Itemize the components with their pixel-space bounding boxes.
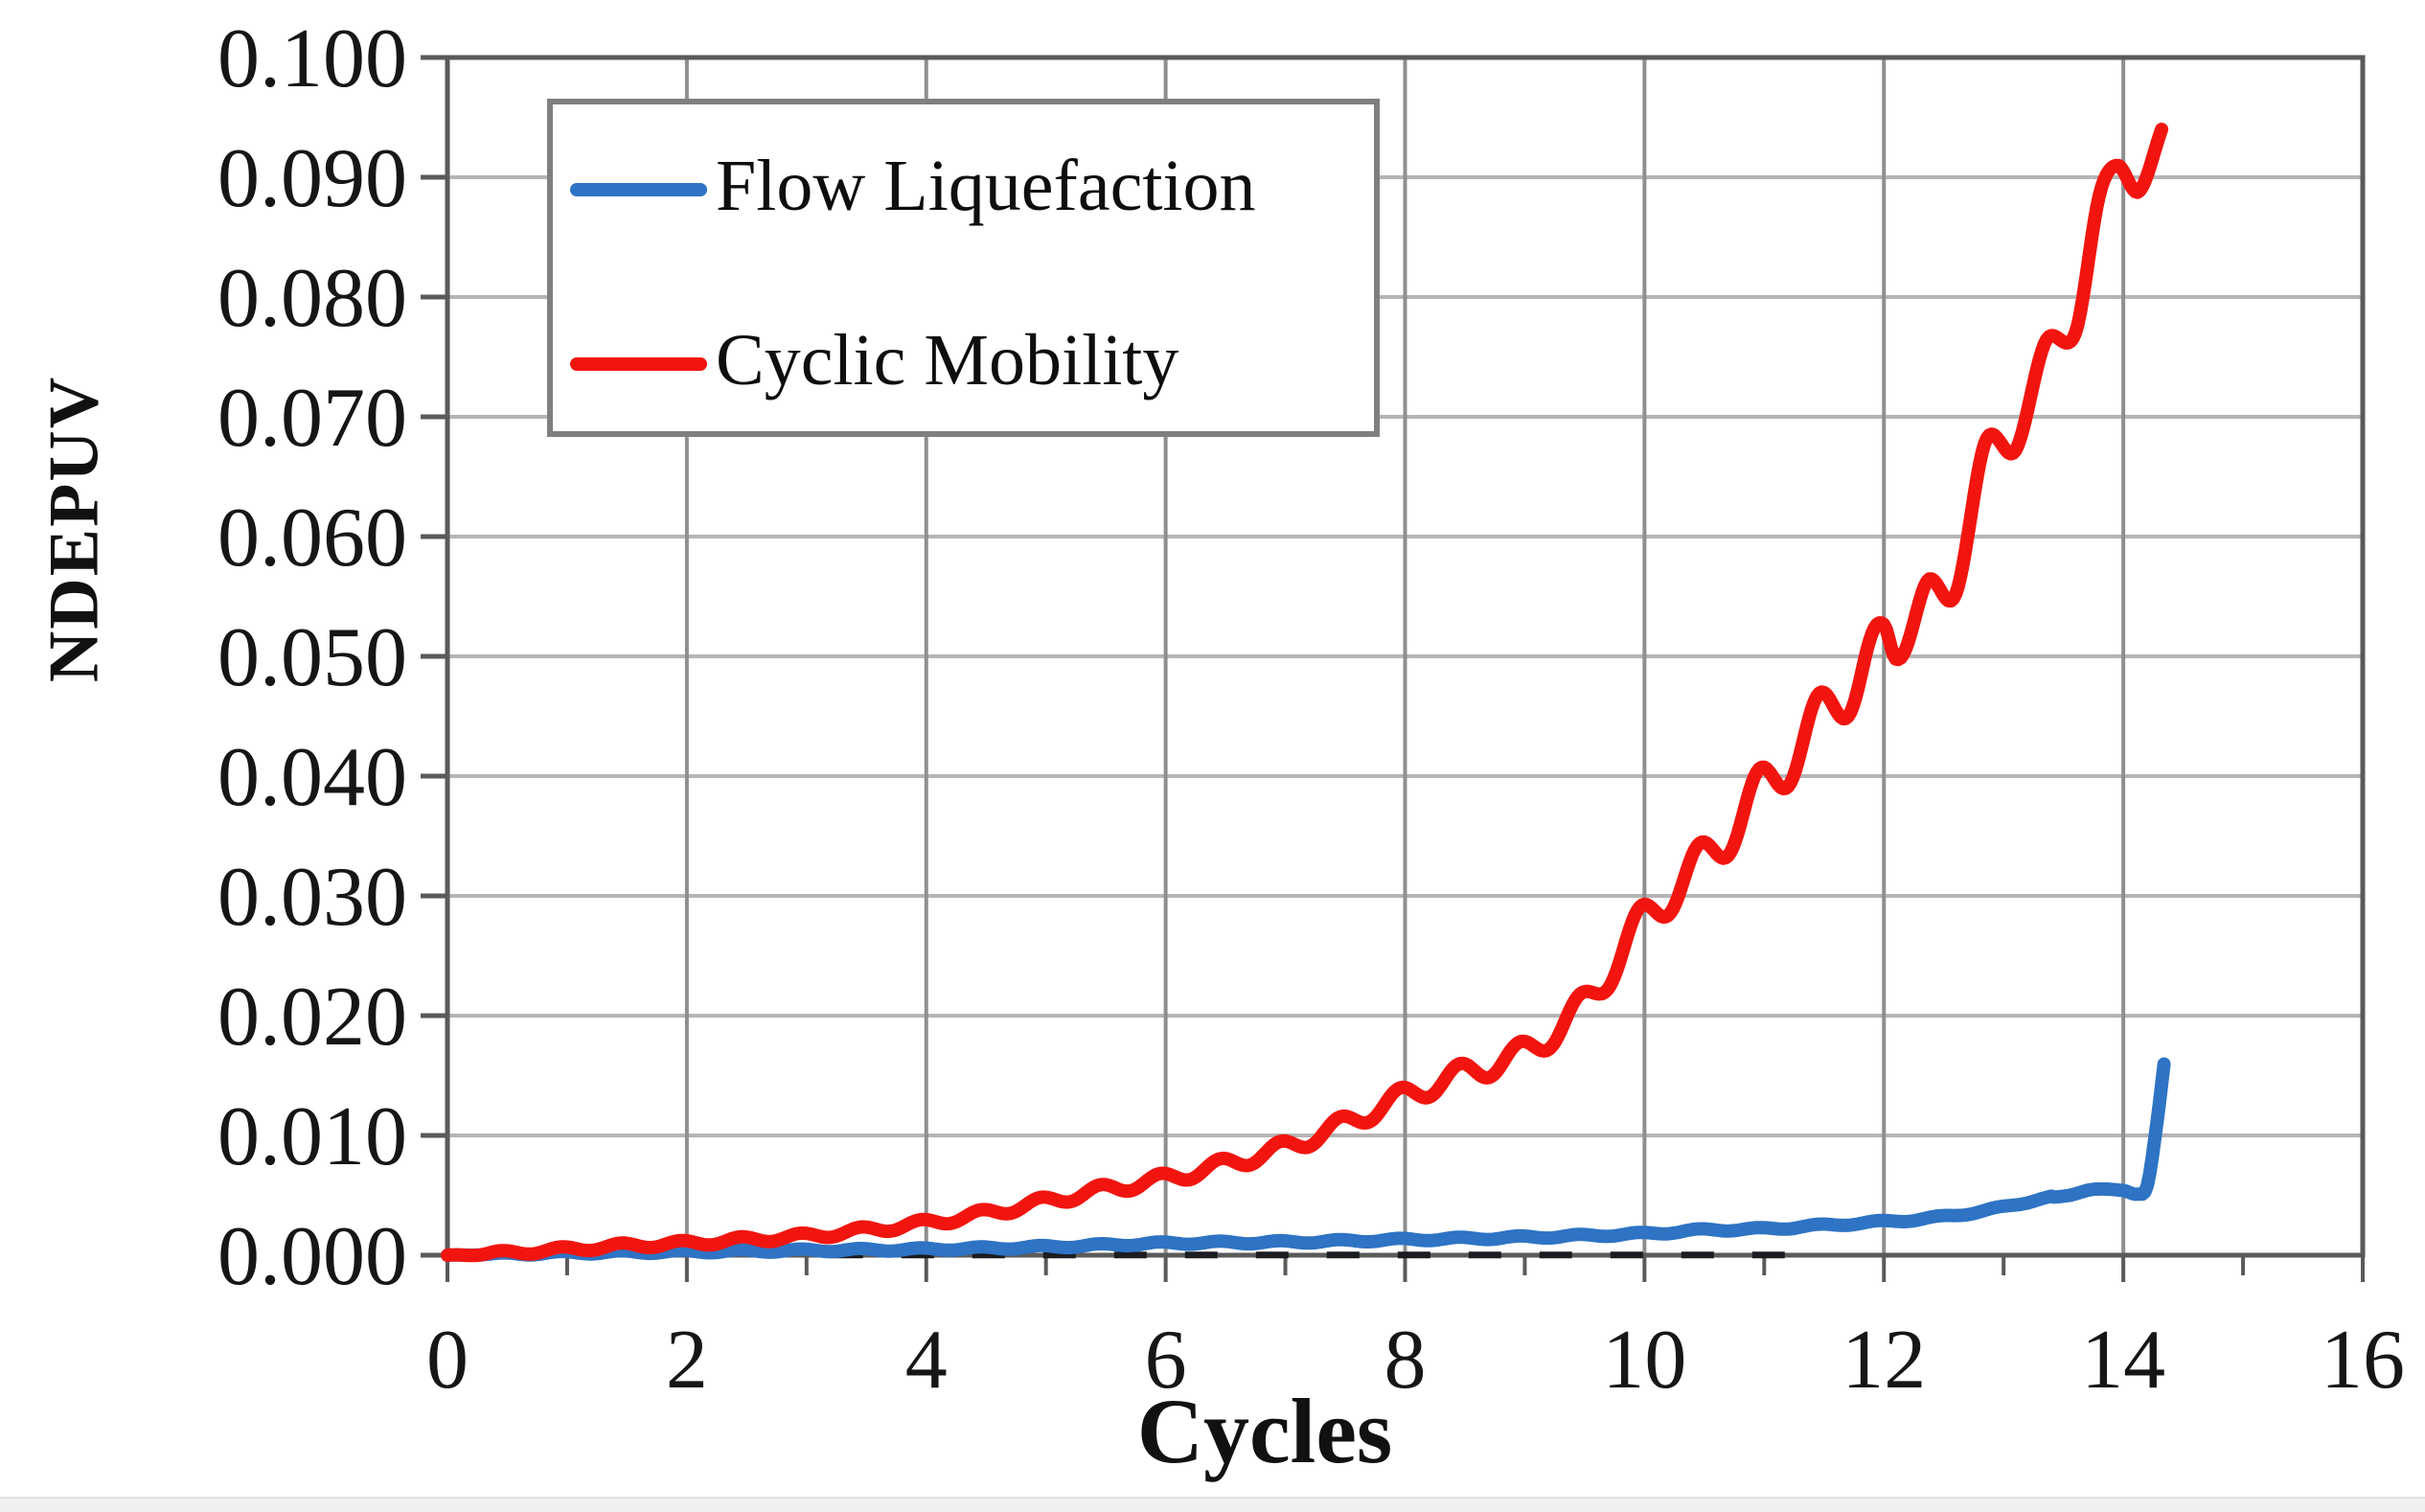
y-tick-label: 0.100 [217, 12, 407, 105]
x-tick-label: 8 [1384, 1314, 1427, 1407]
flow-liquefaction-line [441, 1057, 2171, 1262]
x-tick-label: 12 [1842, 1314, 1926, 1407]
y-tick-label: 0.080 [217, 252, 407, 345]
y-tick-label: 0.070 [217, 372, 407, 465]
y-tick-label: 0.000 [217, 1210, 407, 1303]
x-tick-label: 0 [426, 1314, 469, 1407]
x-tick-label: 4 [905, 1314, 948, 1407]
x-axis-title: Cycles [1136, 1380, 1393, 1482]
x-tick-label: 2 [666, 1314, 708, 1407]
x-tick-label: 14 [2081, 1314, 2165, 1407]
axis-tick-marks [421, 55, 2365, 1282]
y-tick-label: 0.030 [217, 851, 407, 944]
x-tick-label: 6 [1145, 1314, 1187, 1407]
x-tick-labels: 0 2 4 6 8 10 12 14 16 [426, 1314, 2405, 1407]
y-axis-title: NDEPUV [34, 375, 114, 683]
cyclic-mobility-line-swatch [570, 357, 707, 371]
y-tick-label: 0.040 [217, 731, 407, 824]
legend-label: Cyclic Mobility [716, 320, 1179, 401]
y-tick-labels: 0.000 0.010 0.020 0.030 0.040 0.050 0.060 0.070… [217, 12, 407, 1303]
legend-box: Flow Liquefaction Cyclic Mobility [547, 99, 1380, 437]
cyclic-mobility-line [441, 123, 2169, 1263]
legend-label: Flow Liquefaction [716, 146, 1256, 227]
x-tick-label: 10 [1602, 1314, 1686, 1407]
page-bottom-strip [0, 1497, 2425, 1512]
y-tick-label: 0.020 [217, 971, 407, 1064]
y-tick-label: 0.090 [217, 132, 407, 225]
y-tick-label: 0.010 [217, 1090, 407, 1183]
flow-liquefaction-line-swatch [570, 183, 707, 196]
y-tick-label: 0.060 [217, 492, 407, 584]
y-tick-label: 0.050 [217, 611, 407, 704]
x-tick-label: 16 [2321, 1314, 2405, 1407]
